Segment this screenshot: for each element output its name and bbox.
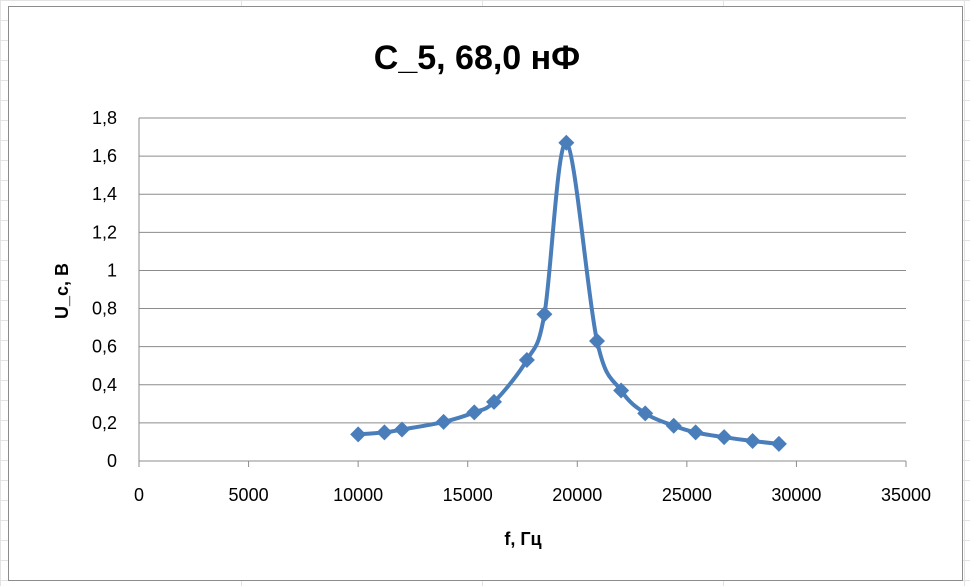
data-point-marker xyxy=(466,404,483,421)
chart-area[interactable]: 0 0,2 0,4 0,6 0,8 1 1,2 1,4 1,6 1,8 0 5000 10000 150… xyxy=(8,6,963,581)
data-point-marker xyxy=(486,393,503,410)
y-tick-label: 1,6 xyxy=(92,146,117,166)
y-tick-label: 0,4 xyxy=(92,375,117,395)
x-tick-label: 20000 xyxy=(552,485,602,505)
y-axis-tick-labels: 0 0,2 0,4 0,6 0,8 1 1,2 1,4 1,6 1,8 xyxy=(92,108,117,471)
x-axis-title: f, Гц xyxy=(504,529,541,549)
data-point-marker xyxy=(536,306,553,323)
x-tick-label: 35000 xyxy=(881,485,931,505)
x-tick-label: 15000 xyxy=(443,485,493,505)
data-point-marker xyxy=(589,332,606,349)
y-tick-label: 1,4 xyxy=(92,184,117,204)
gridlines xyxy=(138,117,907,467)
data-point-marker xyxy=(393,421,410,438)
y-tick-label: 1,2 xyxy=(92,222,117,242)
y-tick-label: 1 xyxy=(107,260,117,280)
scatter-chart: 0 0,2 0,4 0,6 0,8 1 1,2 1,4 1,6 1,8 0 5000 10000 150… xyxy=(52,39,931,549)
data-point-marker xyxy=(770,435,787,452)
data-point-marker xyxy=(558,134,575,151)
y-tick-label: 1,8 xyxy=(92,108,117,128)
y-tick-label: 0,8 xyxy=(92,299,117,319)
y-tick-label: 0 xyxy=(107,451,117,471)
data-point-marker xyxy=(518,352,535,369)
data-point-marker xyxy=(376,424,393,441)
y-tick-label: 0,6 xyxy=(92,337,117,357)
chart-title: C_5, 68,0 нФ xyxy=(374,39,580,77)
data-point-marker xyxy=(665,417,682,434)
series-line xyxy=(356,140,781,446)
data-markers xyxy=(350,134,787,452)
data-point-marker xyxy=(687,424,704,441)
x-axis-tick-labels: 0 5000 10000 15000 20000 25000 30000 35000 xyxy=(134,485,931,505)
data-point-marker xyxy=(744,432,761,449)
data-point-marker xyxy=(637,405,654,422)
y-tick-label: 0,2 xyxy=(92,413,117,433)
data-point-marker xyxy=(435,413,452,430)
y-axis-title: U_c, В xyxy=(52,263,72,319)
data-point-marker xyxy=(716,429,733,446)
x-tick-label: 5000 xyxy=(229,485,269,505)
x-tick-label: 0 xyxy=(134,485,144,505)
data-point-marker xyxy=(350,426,367,443)
x-tick-label: 10000 xyxy=(333,485,383,505)
x-tick-label: 30000 xyxy=(771,485,821,505)
x-tick-label: 25000 xyxy=(662,485,712,505)
data-point-marker xyxy=(613,382,630,399)
